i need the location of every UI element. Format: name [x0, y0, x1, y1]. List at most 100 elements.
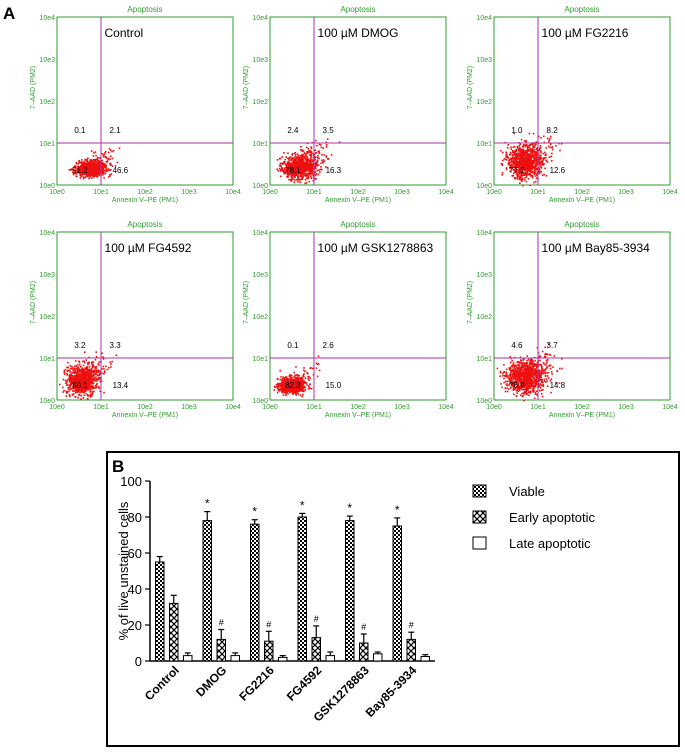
quadrant-lower-right: 13.4 [113, 381, 129, 390]
x-tick-label: 10e2 [574, 404, 590, 411]
quadrant-upper-right: 3.7 [547, 341, 559, 350]
quadrant-upper-left: 0.1 [74, 126, 86, 135]
quadrant-upper-left: 0.1 [287, 341, 299, 350]
quadrant-upper-right: 3.3 [110, 341, 122, 350]
y-tick-label: 10e0 [39, 183, 55, 190]
treatment-label: 100 µM DMOG [318, 26, 399, 40]
x-tick-label: 10e3 [618, 189, 634, 196]
x-tick-label: 10e3 [181, 404, 197, 411]
y-tick-label: 10e4 [476, 230, 492, 237]
x-tick-label: 10e4 [438, 404, 454, 411]
x-tick-label: 10e2 [350, 189, 366, 196]
x-axis-label: Annexin V–PE (PM1) [112, 412, 178, 419]
x-axis-label: Annexin V–PE (PM1) [325, 412, 391, 419]
x-axis-label: Annexin V–PE (PM1) [325, 197, 391, 204]
quadrant-lower-right: 14.8 [550, 381, 566, 390]
quadrant-lower-right: 16.3 [326, 166, 342, 175]
quadrant-lower-left: 76.9 [509, 381, 525, 390]
y-tick-label: 10e0 [252, 398, 268, 405]
y-tick-label: 10e3 [39, 272, 55, 279]
x-tick-label: 10e1 [530, 189, 546, 196]
x-tick-label: 10e4 [438, 189, 454, 196]
event-dots [276, 138, 341, 185]
panel-a-label: A [3, 4, 16, 23]
x-tick-label: 10e3 [394, 404, 410, 411]
y-tick-label: 10e4 [252, 230, 268, 237]
treatment-label: Control [105, 26, 144, 40]
panel-b-frame [106, 451, 680, 747]
plot-frame [56, 16, 234, 186]
quadrant-lower-left: 77.2 [509, 166, 525, 175]
y-tick-label: 10e4 [39, 15, 55, 22]
plot-title: Apoptosis [564, 220, 599, 229]
quadrant-upper-left: 1.0 [511, 126, 523, 135]
y-tick-label: 10e0 [252, 183, 268, 190]
plot-title: Apoptosis [127, 220, 162, 229]
x-tick-label: 10e3 [394, 189, 410, 196]
y-axis-label: 7–AAD (PM2) [243, 66, 250, 109]
quadrant-lower-left: 80.1 [72, 381, 88, 390]
x-tick-label: 10e2 [574, 189, 590, 196]
x-tick-label: 10e1 [306, 189, 322, 196]
quadrant-lower-left: 82.3 [285, 381, 301, 390]
y-tick-label: 10e0 [476, 183, 492, 190]
x-axis-label: Annexin V–PE (PM1) [549, 412, 615, 419]
x-tick-label: 10e4 [662, 189, 678, 196]
quadrant-lower-left: 51.2 [72, 166, 88, 175]
panel-b-label: B [112, 457, 125, 476]
plot-title: Apoptosis [127, 5, 162, 14]
y-axis-label: 7–AAD (PM2) [30, 66, 37, 109]
x-tick-label: 10e4 [662, 404, 678, 411]
y-axis-label: 7–AAD (PM2) [467, 66, 474, 109]
y-axis-label: 7–AAD (PM2) [243, 281, 250, 324]
x-tick-label: 10e1 [306, 404, 322, 411]
x-tick-label: 10e0 [49, 189, 65, 196]
y-tick-label: 10e1 [476, 141, 492, 148]
y-tick-label: 10e0 [39, 398, 55, 405]
y-tick-label: 10e2 [252, 314, 268, 321]
quadrant-upper-left: 4.6 [511, 341, 523, 350]
y-tick-label: 10e1 [476, 356, 492, 363]
quadrant-upper-right: 8.2 [547, 126, 559, 135]
treatment-label: 100 µM GSK1278863 [318, 241, 434, 255]
x-tick-label: 10e2 [137, 404, 153, 411]
y-tick-label: 10e3 [252, 272, 268, 279]
quadrant-upper-right: 2.6 [323, 341, 335, 350]
y-tick-label: 10e3 [476, 57, 492, 64]
flow-cytometry-panels: Apoptosis10e010e010e110e110e210e210e310e… [30, 5, 678, 419]
y-tick-label: 10e2 [39, 99, 55, 106]
event-dots [273, 355, 321, 398]
x-tick-label: 10e0 [486, 189, 502, 196]
quadrant-lower-left: 78.1 [285, 166, 301, 175]
x-tick-label: 10e3 [181, 189, 197, 196]
quadrant-lower-right: 15.0 [326, 381, 342, 390]
treatment-label: 100 µM FG4592 [105, 241, 192, 255]
plot-frame [269, 16, 447, 186]
quadrant-upper-right: 2.1 [110, 126, 122, 135]
y-tick-label: 10e4 [476, 15, 492, 22]
y-tick-label: 10e2 [252, 99, 268, 106]
plot-title: Apoptosis [340, 220, 375, 229]
x-axis-label: Annexin V–PE (PM1) [112, 197, 178, 204]
x-tick-label: 10e0 [486, 404, 502, 411]
y-tick-label: 10e3 [252, 57, 268, 64]
x-tick-label: 10e2 [137, 189, 153, 196]
y-tick-label: 10e1 [252, 141, 268, 148]
quadrant-upper-left: 3.2 [74, 341, 86, 350]
plot-title: Apoptosis [564, 5, 599, 14]
quadrant-upper-right: 3.5 [323, 126, 335, 135]
plot-title: Apoptosis [340, 5, 375, 14]
treatment-label: 100 µM Bay85-3934 [542, 241, 651, 255]
x-axis-label: Annexin V–PE (PM1) [549, 197, 615, 204]
y-tick-label: 10e1 [39, 141, 55, 148]
event-dots [59, 351, 118, 401]
event-dots [496, 343, 563, 402]
x-tick-label: 10e4 [225, 404, 241, 411]
x-tick-label: 10e0 [262, 189, 278, 196]
y-axis-label: 7–AAD (PM2) [467, 281, 474, 324]
